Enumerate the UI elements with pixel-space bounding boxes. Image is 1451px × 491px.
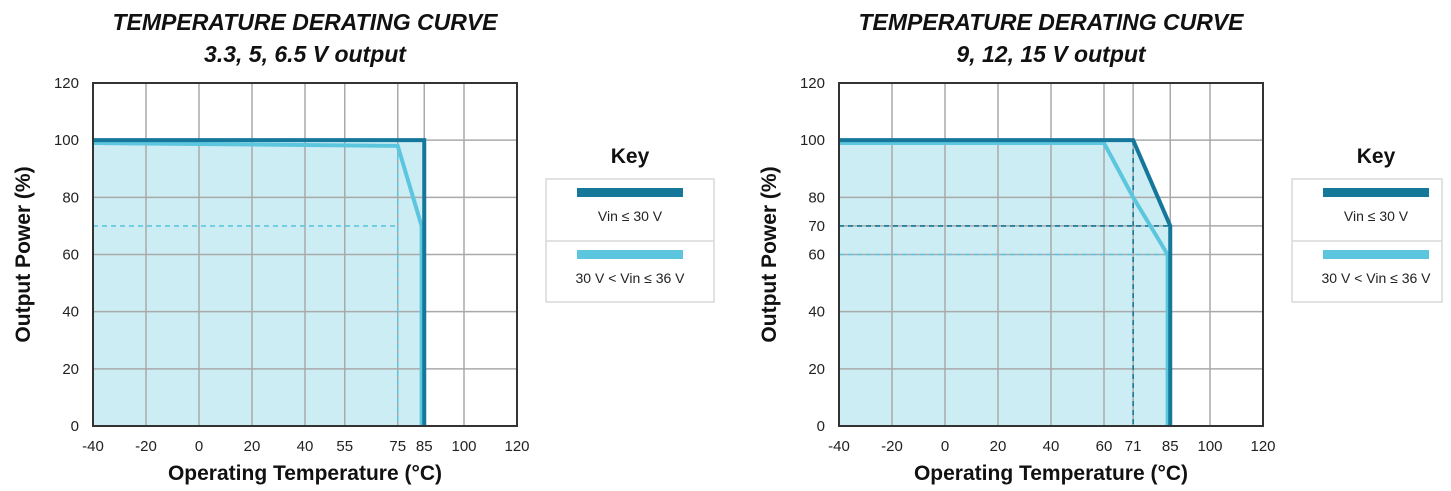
legend-swatch-vin-30 — [1323, 188, 1429, 197]
x-tick-label: 100 — [451, 438, 476, 455]
plot-frame — [92, 82, 518, 427]
x-tick-label: 120 — [1250, 438, 1275, 455]
x-tick-label: 85 — [416, 438, 433, 455]
x-tick-label: -40 — [82, 438, 104, 455]
x-tick-label: 100 — [1197, 438, 1222, 455]
series-line-vin-30 — [839, 138, 1173, 426]
y-tick-label: 40 — [62, 304, 79, 321]
legend-title: Key — [611, 145, 650, 168]
legend-label-vin-30: Vin ≤ 30 V — [1344, 208, 1409, 224]
y-tick-label: 20 — [808, 361, 825, 378]
y-tick-label: 60 — [62, 247, 79, 264]
x-tick-label: 40 — [1043, 438, 1060, 455]
x-tick-label: 0 — [941, 438, 949, 455]
x-tick-label: 120 — [504, 438, 529, 455]
x-axis-label: Operating Temperature (°C) — [168, 462, 442, 485]
x-tick-label: -20 — [881, 438, 903, 455]
x-tick-label: 71 — [1125, 438, 1142, 455]
y-axis-label: Output Power (%) — [758, 166, 781, 342]
y-tick-label: 80 — [808, 189, 825, 206]
legend-title: Key — [1357, 145, 1396, 168]
chart-2: TEMPERATURE DERATING CURVE 9, 12, 15 V ou… — [758, 9, 1443, 485]
x-axis-label: Operating Temperature (°C) — [914, 462, 1188, 485]
chart-1: TEMPERATURE DERATING CURVE 3.3, 5, 6.5 V … — [12, 9, 715, 485]
y-tick-label: 70 — [808, 218, 825, 235]
x-tick-label: -40 — [828, 438, 850, 455]
y-axis-label: Output Power (%) — [12, 166, 35, 342]
chart-title: TEMPERATURE DERATING CURVE — [112, 9, 498, 35]
legend-label-vin-30: Vin ≤ 30 V — [598, 208, 663, 224]
chart-subtitle: 9, 12, 15 V output — [956, 41, 1146, 67]
y-tick-label: 60 — [808, 247, 825, 264]
y-tick-label: 20 — [62, 361, 79, 378]
chart-subtitle: 3.3, 5, 6.5 V output — [204, 41, 407, 67]
y-tick-label: 100 — [800, 132, 825, 149]
legend-swatch-vin-30 — [577, 188, 683, 197]
x-tick-label: 55 — [336, 438, 353, 455]
y-tick-label: 0 — [71, 418, 79, 435]
legend-label-vin-36: 30 V < Vin ≤ 36 V — [1322, 270, 1432, 286]
y-tick-label: 0 — [817, 418, 825, 435]
operating-area-fill — [93, 140, 425, 426]
chart-title: TEMPERATURE DERATING CURVE — [858, 9, 1244, 35]
legend: Key Vin ≤ 30 V 30 V < Vin ≤ 36 V — [545, 145, 715, 303]
y-tick-label: 120 — [800, 75, 825, 92]
x-tick-label: 40 — [297, 438, 314, 455]
series-line-vin-30 — [93, 138, 427, 426]
x-tick-label: 0 — [195, 438, 203, 455]
legend: Key Vin ≤ 30 V 30 V < Vin ≤ 36 V — [1291, 145, 1443, 303]
legend-swatch-vin-36 — [577, 250, 683, 259]
series-line-vin-36 — [839, 141, 1170, 426]
x-tick-label: -20 — [135, 438, 157, 455]
legend-label-vin-36: 30 V < Vin ≤ 36 V — [576, 270, 686, 286]
y-tick-label: 120 — [54, 75, 79, 92]
y-tick-label: 80 — [62, 189, 79, 206]
x-tick-label: 20 — [244, 438, 261, 455]
plot-frame — [838, 82, 1264, 427]
series-line-vin-36 — [92, 141, 424, 426]
operating-area-fill — [839, 140, 1171, 426]
x-tick-label: 85 — [1162, 438, 1179, 455]
legend-swatch-vin-36 — [1323, 250, 1429, 259]
x-tick-label: 20 — [990, 438, 1007, 455]
y-tick-label: 40 — [808, 304, 825, 321]
y-tick-label: 100 — [54, 132, 79, 149]
x-tick-label: 75 — [389, 438, 406, 455]
x-tick-label: 60 — [1096, 438, 1113, 455]
